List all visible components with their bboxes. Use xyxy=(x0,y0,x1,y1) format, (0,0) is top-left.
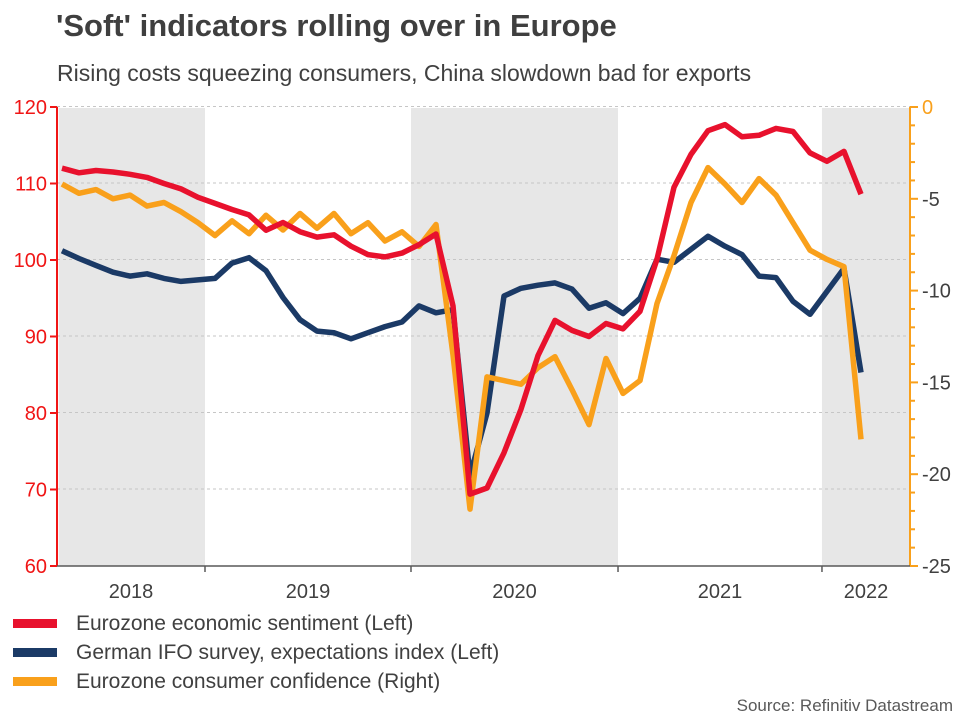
legend-label: Eurozone consumer confidence (Right) xyxy=(76,669,441,693)
series-line-eurozone-consumer-confidence-right xyxy=(60,164,864,512)
legend-label: German IFO survey, expectations index (L… xyxy=(76,640,500,664)
right-axis-tick-label: -20 xyxy=(922,464,951,486)
orange-line-swatch-icon xyxy=(13,677,57,686)
x-axis-year-label: 2019 xyxy=(286,581,331,603)
chart-title: 'Soft' indicators rolling over in Europe xyxy=(56,8,617,43)
left-axis-tick-label: 120 xyxy=(14,97,47,119)
right-axis-tick-label: 0 xyxy=(922,97,933,119)
right-axis-tick-label: -10 xyxy=(922,281,951,303)
left-axis: 120 110 100 90 80 70 60 xyxy=(14,97,58,578)
left-axis-tick-label: 70 xyxy=(25,480,47,502)
x-axis-year-label: 2018 xyxy=(109,581,154,603)
year-shading-bands xyxy=(58,108,910,566)
legend-item-ifo-expectations: German IFO survey, expectations index (L… xyxy=(13,638,499,667)
series-line-eurozone-economic-sentiment-left xyxy=(61,121,864,497)
legend-label: Eurozone economic sentiment (Left) xyxy=(76,611,414,635)
left-axis-tick-label: 60 xyxy=(25,556,47,578)
right-axis-tick-label: -15 xyxy=(922,372,951,394)
left-axis-tick-label: 90 xyxy=(25,327,47,349)
right-axis: 0 -5 -10 -15 -20 -25 xyxy=(909,97,951,578)
x-axis-year-label: 2022 xyxy=(844,581,889,603)
x-axis-year-label: 2021 xyxy=(698,581,743,603)
source-attribution: Source: Refinitiv Datastream xyxy=(736,696,953,715)
right-axis-tick-label: -25 xyxy=(922,556,951,578)
chart-subtitle: Rising costs squeezing consumers, China … xyxy=(57,60,752,86)
bottom-axis: 2018 2019 2020 2021 2022 xyxy=(57,565,910,603)
legend-item-economic-sentiment: Eurozone economic sentiment (Left) xyxy=(13,609,499,638)
left-axis-tick-label: 80 xyxy=(25,403,47,425)
left-axis-tick-label: 100 xyxy=(14,250,47,272)
right-axis-tick-label: -5 xyxy=(922,189,940,211)
legend-item-consumer-confidence: Eurozone consumer confidence (Right) xyxy=(13,667,499,696)
red-line-swatch-icon xyxy=(13,619,57,628)
x-axis-year-label: 2020 xyxy=(492,581,537,603)
left-axis-tick-label: 110 xyxy=(15,174,47,196)
chart-legend: Eurozone economic sentiment (Left) Germa… xyxy=(13,609,499,696)
navy-line-swatch-icon xyxy=(13,648,57,657)
